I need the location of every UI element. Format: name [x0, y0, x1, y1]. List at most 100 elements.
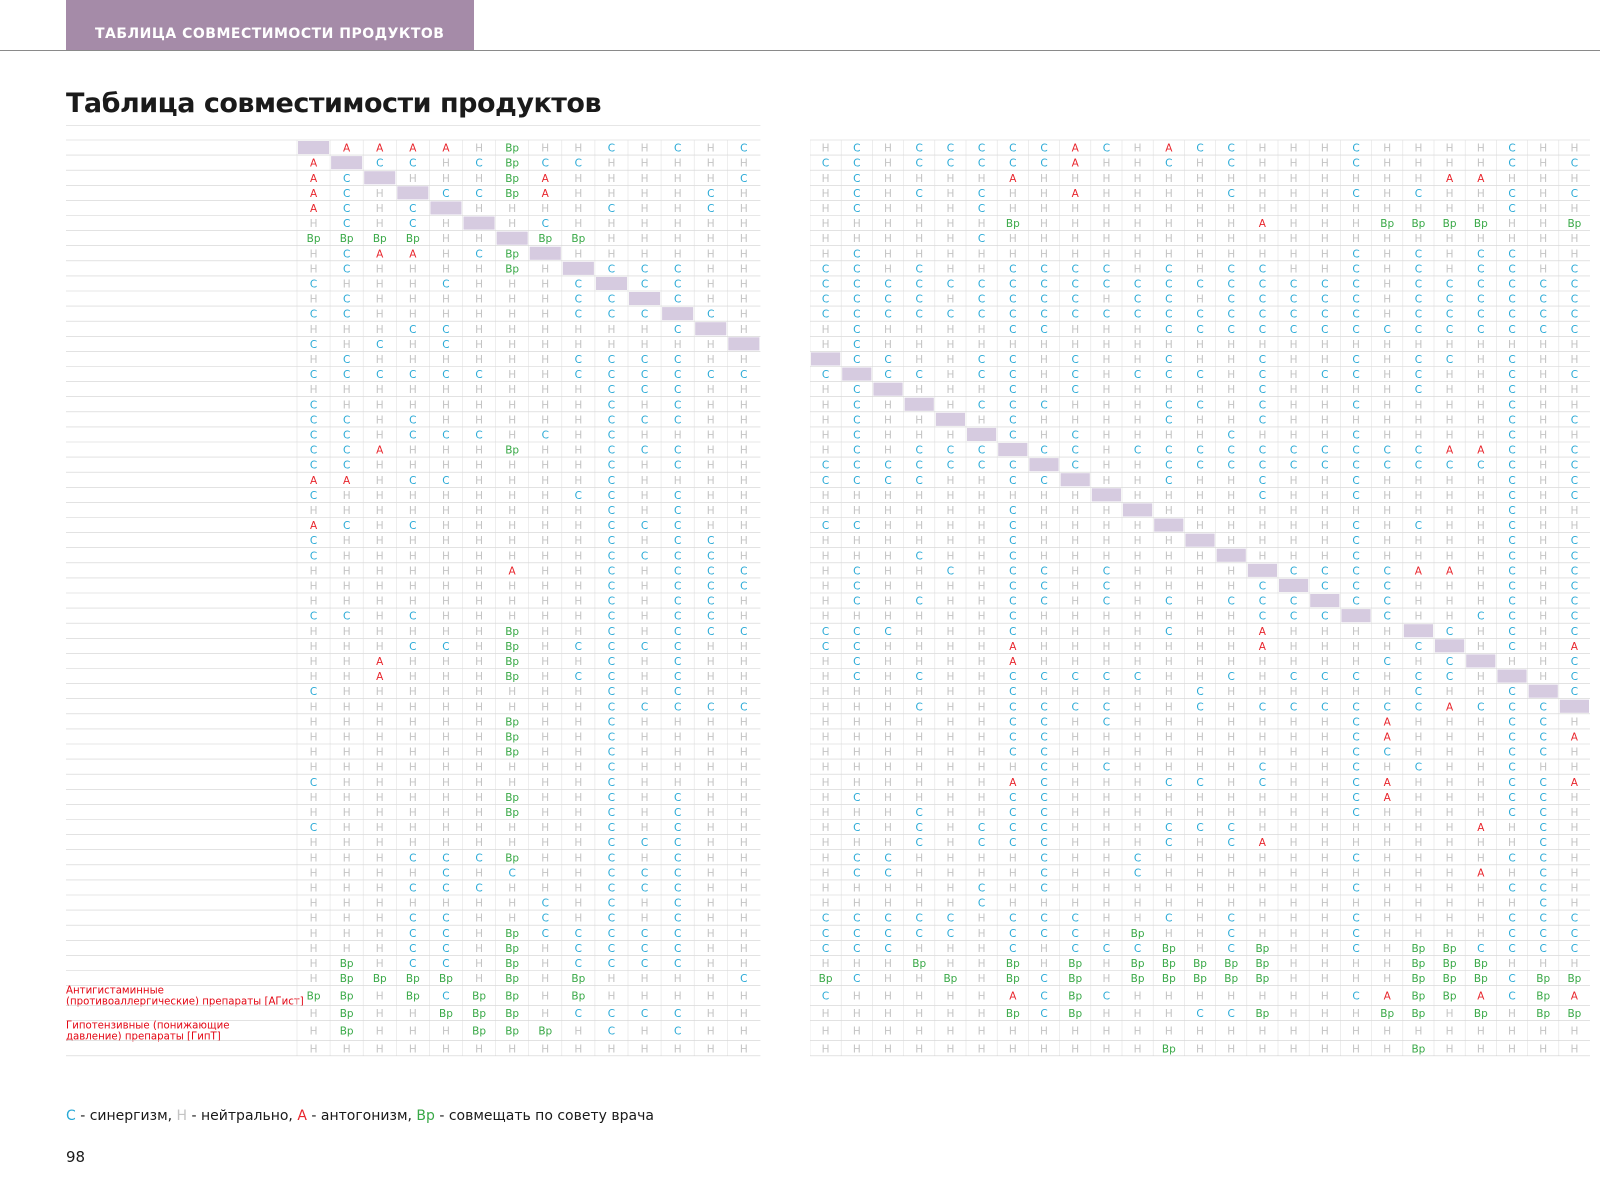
cell-value: Н [707, 218, 715, 230]
cell-value: Н [822, 958, 830, 970]
cell-value: С [1352, 671, 1359, 683]
cell-value: Н [1321, 1043, 1329, 1055]
cell-value: А [1477, 822, 1485, 834]
cell-value: Н [1446, 731, 1454, 743]
cell-value: С [1228, 913, 1235, 925]
cell-value: Н [707, 747, 715, 759]
cell-value: С [1477, 460, 1484, 472]
cell-value: С [508, 867, 515, 879]
cell-value: Н [376, 686, 384, 698]
cell-value: С [1352, 913, 1359, 925]
cell-value: Н [607, 173, 615, 185]
cell-value: Н [475, 550, 483, 562]
cell-value: Н [376, 867, 384, 879]
cell-value: Н [1570, 399, 1578, 411]
cell-value: Н [1102, 429, 1110, 441]
cell-value: Н [822, 882, 830, 894]
cell-value: Н [442, 716, 450, 728]
cell-value: А [1165, 143, 1173, 155]
cell-value: Н [1477, 505, 1485, 517]
cell-value: Н [1290, 188, 1298, 200]
cell-value: С [916, 701, 923, 713]
cell-value: Вр [340, 1026, 354, 1038]
cell-value: С [1290, 701, 1297, 713]
cell-value: С [916, 671, 923, 683]
cell-value: Н [1414, 867, 1422, 879]
cell-value: С [1352, 294, 1359, 306]
cell-value: Н [1134, 429, 1142, 441]
cell-value: С [822, 520, 829, 532]
cell-value: Н [442, 596, 450, 608]
cell-value: Н [508, 339, 516, 351]
cell-value: Н [1290, 248, 1298, 260]
cell-value: Н [1539, 158, 1547, 170]
cell-value: Вр [472, 1008, 486, 1020]
cell-value: Н [1102, 339, 1110, 351]
cell-value: Вр [1411, 958, 1425, 970]
cell-value: С [608, 520, 615, 532]
cell-value: Н [1227, 611, 1235, 623]
cell-value: Н [1165, 565, 1173, 577]
cell-value: Н [641, 777, 649, 789]
cell-value: Н [1508, 898, 1516, 910]
cell-value: Н [1352, 1008, 1360, 1020]
cell-value: С [674, 928, 681, 940]
cell-value: А [1571, 777, 1579, 789]
cell-value: Н [1165, 686, 1173, 698]
cell-value: Н [1227, 991, 1235, 1003]
cell-value: Н [1477, 550, 1485, 562]
cell-value: С [1384, 445, 1391, 457]
cell-value: Н [409, 460, 417, 472]
cell-value: Н [475, 928, 483, 940]
cell-value: С [740, 143, 747, 155]
cell-value: С [608, 747, 615, 759]
cell-value: Н [1134, 324, 1142, 336]
cell-value: С [1103, 671, 1110, 683]
cell-value: Н [1196, 913, 1204, 925]
page-number: 98 [66, 1148, 86, 1166]
cell-value: Н [1383, 882, 1391, 894]
cell-value: Н [1446, 475, 1454, 487]
cell-value: Вр [406, 973, 420, 985]
cell-value: Н [822, 777, 830, 789]
cell-value: Н [1196, 626, 1204, 638]
cell-value: Н [853, 233, 861, 245]
cell-value: Н [1383, 973, 1391, 985]
cell-value: Н [409, 505, 417, 517]
cell-value: Н [946, 792, 954, 804]
cell-value: С [542, 913, 549, 925]
diagonal-cell [967, 427, 997, 441]
cell-value: А [542, 173, 550, 185]
cell-value: С [884, 309, 891, 321]
cell-value: Н [541, 309, 549, 321]
cell-value: Н [1352, 867, 1360, 879]
cell-value: Н [343, 535, 351, 547]
cell-value: Н [884, 882, 892, 894]
cell-value: Н [1196, 1043, 1204, 1055]
cell-value: Н [884, 143, 892, 155]
cell-value: С [947, 460, 954, 472]
cell-value: С [674, 686, 681, 698]
cell-value: С [1540, 898, 1547, 910]
cell-value: Н [1196, 248, 1204, 260]
cell-value: Н [310, 565, 318, 577]
cell-value: С [409, 158, 416, 170]
cell-value: Н [1477, 369, 1485, 381]
cell-value: Н [740, 384, 748, 396]
cell-value: Н [1446, 580, 1454, 592]
cell-value: Н [508, 475, 516, 487]
cell-value: Н [822, 762, 830, 774]
cell-value: С [641, 550, 648, 562]
cell-value: Н [1196, 731, 1204, 743]
cell-value: С [1508, 596, 1515, 608]
cell-value: Н [1196, 294, 1204, 306]
cell-value: Н [1383, 294, 1391, 306]
cell-value: Н [1414, 747, 1422, 759]
cell-value: Н [1134, 807, 1142, 819]
cell-value: Н [508, 777, 516, 789]
cell-value: С [1009, 943, 1016, 955]
cell-value: Н [707, 263, 715, 275]
cell-value: Н [740, 852, 748, 864]
cell-value: С [916, 475, 923, 487]
cell-value: Н [1383, 958, 1391, 970]
